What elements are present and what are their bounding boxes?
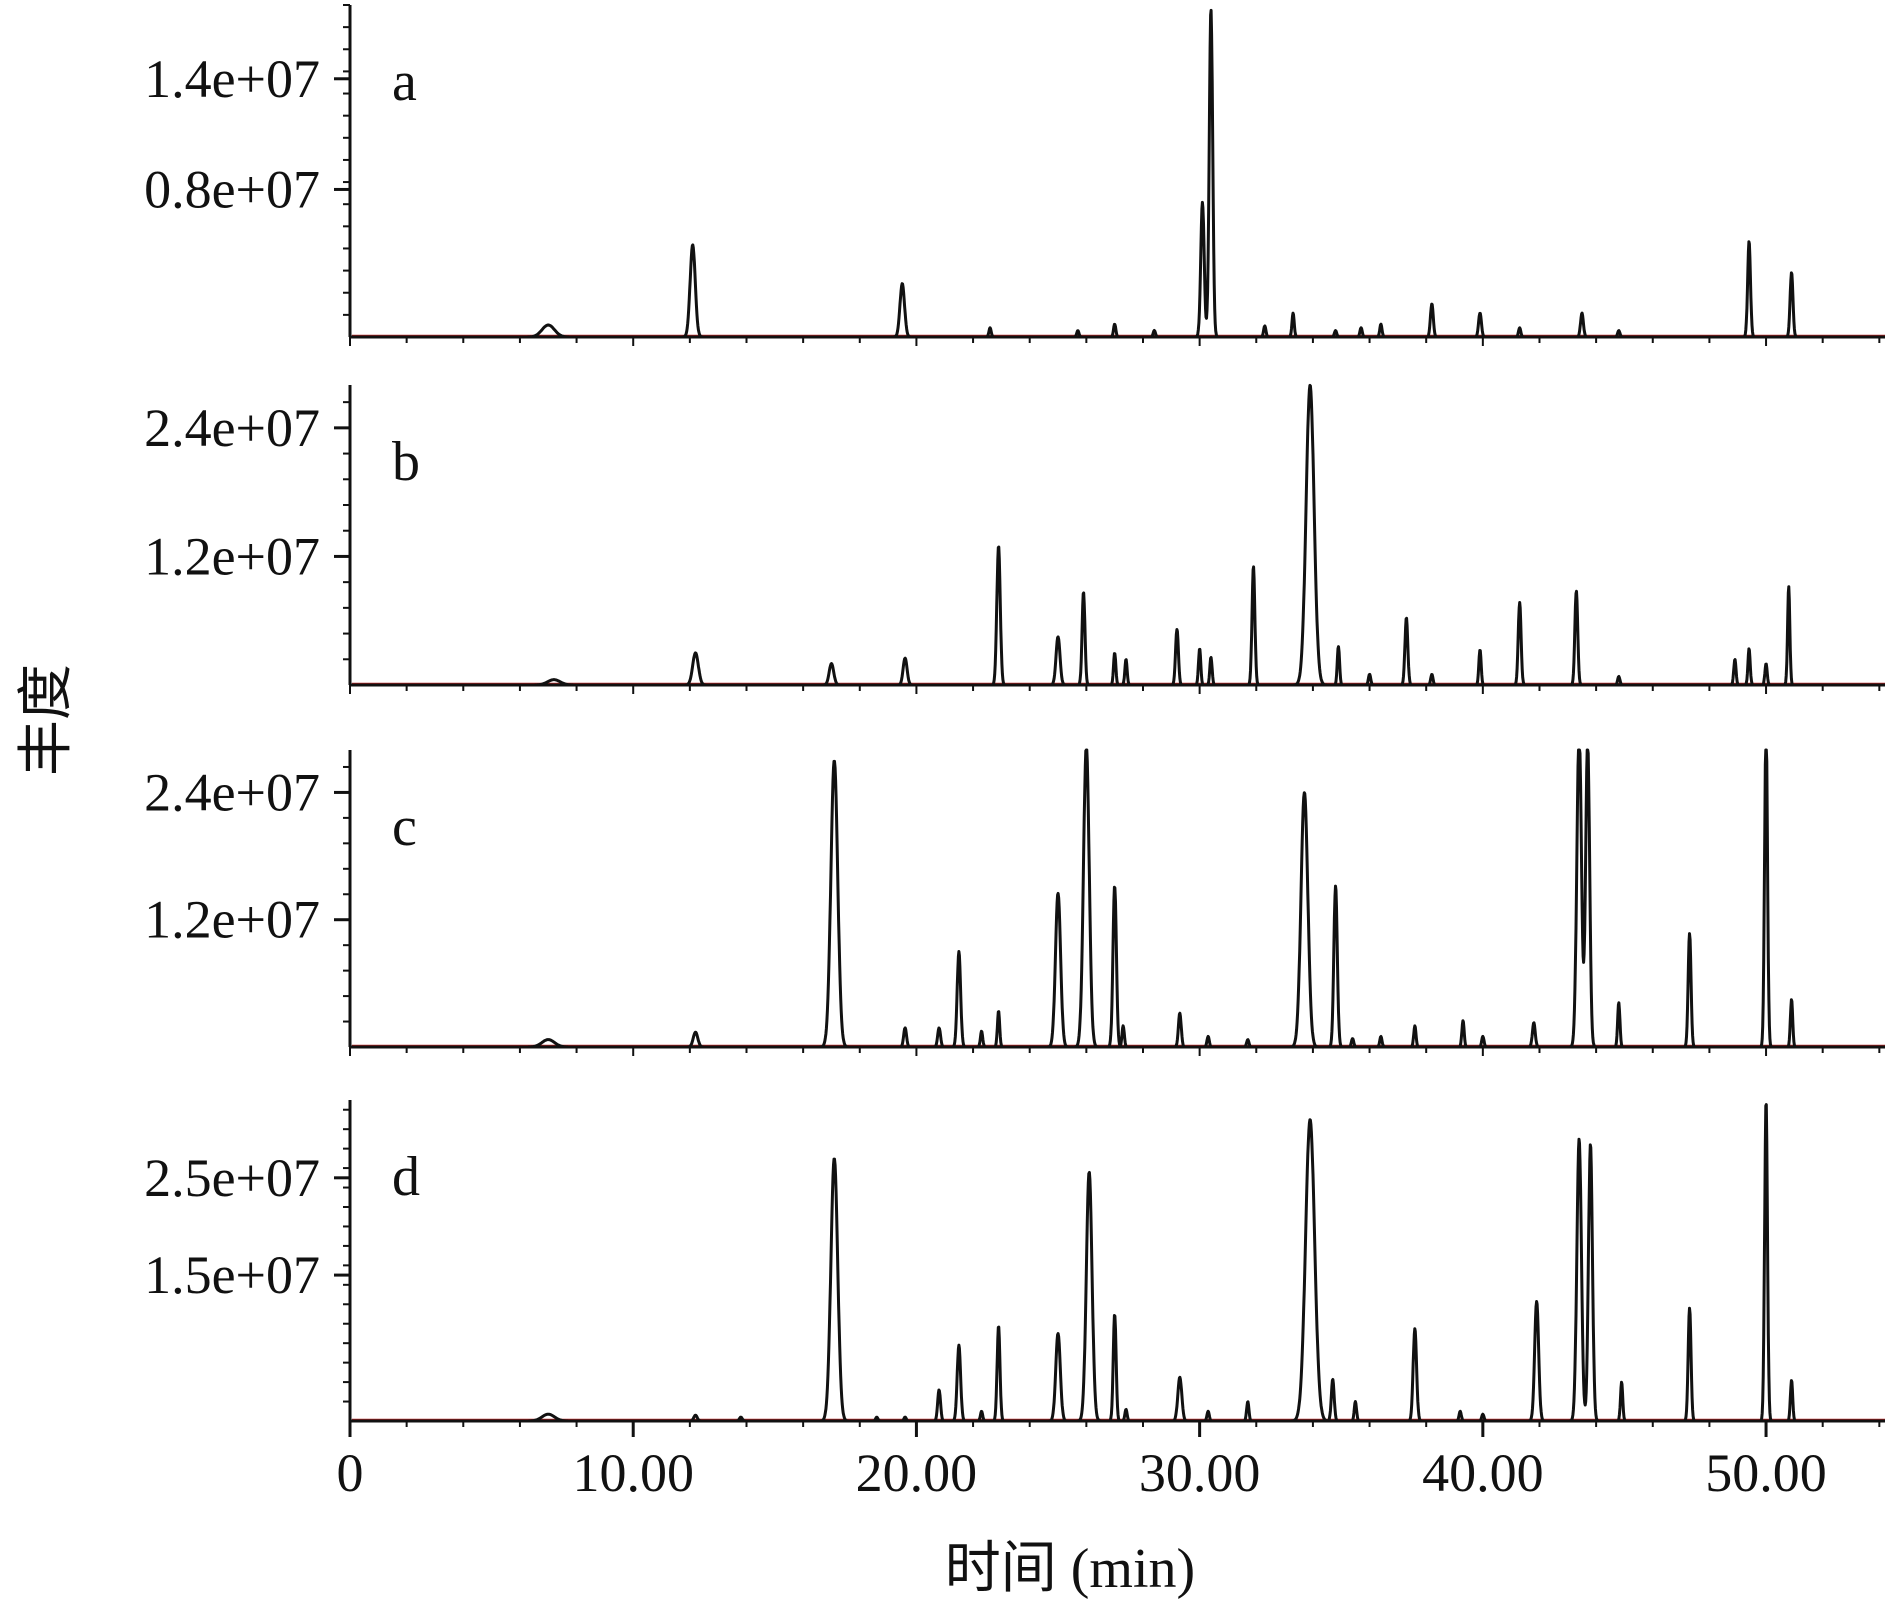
panel-b-label: b [392,431,420,493]
panel-b: 1.2e+07 2.4e+07 b [144,383,1886,694]
panel-c-label: c [392,796,417,858]
panel-d: 1.5e+07 2.5e+07 d [144,1100,1886,1430]
x-tick-label: 40.00 [1422,1443,1544,1503]
panel-d-trace [349,1103,1886,1423]
x-tick-label: 20.00 [856,1443,978,1503]
panel-b-trace [349,383,1886,687]
panel-c-y-tick-label: 1.2e+07 [144,890,320,950]
panel-b-y-tick-label: 2.4e+07 [144,398,320,458]
panel-c-y-tick-label: 2.4e+07 [144,762,320,822]
panel-a: 0.8e+07 1.4e+07 a [144,4,1886,346]
x-tick-label: 0 [337,1443,364,1503]
panel-a-y-tick-label: 0.8e+07 [144,159,320,219]
panel-a-label: a [392,51,417,113]
panel-a-y-tick-label: 1.4e+07 [144,49,320,109]
y-axis-title: 丰度 [16,664,78,776]
panels: 0.8e+07 1.4e+07 a 1.2e+07 2.4e+07 b 1.2e+07 2.4… [144,4,1886,1430]
panel-b-y-tick-label: 1.2e+07 [144,526,320,586]
panel-a-trace [349,8,1886,339]
panel-d-y-tick-label: 2.5e+07 [144,1148,320,1208]
x-tick-label: 50.00 [1705,1443,1827,1503]
x-axis: 0 10.00 20.00 30.00 40.00 50.00 [337,1421,1827,1503]
panel-d-y-tick-label: 1.5e+07 [144,1245,320,1305]
x-axis-title: 时间 (min) [945,1538,1195,1600]
panel-c-trace [349,748,1886,1049]
panel-c: 1.2e+07 2.4e+07 c [144,748,1886,1056]
x-tick-label: 10.00 [572,1443,694,1503]
panel-d-label: d [392,1146,420,1208]
x-tick-label: 30.00 [1139,1443,1261,1503]
